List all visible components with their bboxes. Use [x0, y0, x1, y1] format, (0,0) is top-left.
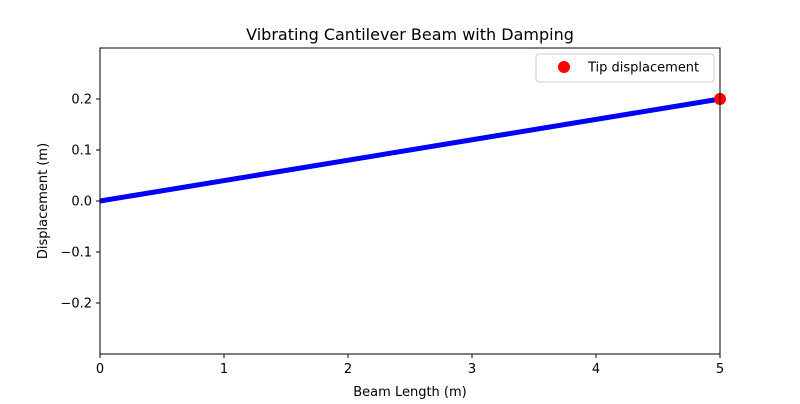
legend-label-tip-displacement: Tip displacement [587, 61, 699, 76]
x-tick-label: 1 [220, 362, 228, 377]
y-tick-label: −0.1 [60, 246, 92, 261]
legend: Tip displacement [535, 53, 715, 83]
x-tick-label: 0 [96, 362, 104, 377]
series-line-beam [99, 96, 721, 204]
x-tick-label: 4 [592, 362, 600, 377]
y-tick-label: 0.2 [71, 93, 92, 108]
y-axis-label: Displacement (m) [36, 143, 51, 259]
legend-box [535, 53, 715, 83]
x-tick-label: 2 [344, 362, 352, 377]
x-axis-label: Beam Length (m) [353, 385, 466, 400]
y-tick-label: 0.0 [71, 195, 92, 210]
ticks-layer: 0 1 2 3 4 5 −0.2 −0.1 0.0 0.1 0.2 [60, 93, 724, 378]
legend-marker-tip-displacement [558, 61, 570, 73]
y-tick-label: 0.1 [71, 144, 92, 159]
y-tick-label: −0.2 [60, 297, 92, 312]
chart-title: Vibrating Cantilever Beam with Damping [246, 25, 574, 44]
x-tick-label: 5 [716, 362, 724, 377]
x-tick-label: 3 [468, 362, 476, 377]
plot-area [100, 48, 720, 354]
